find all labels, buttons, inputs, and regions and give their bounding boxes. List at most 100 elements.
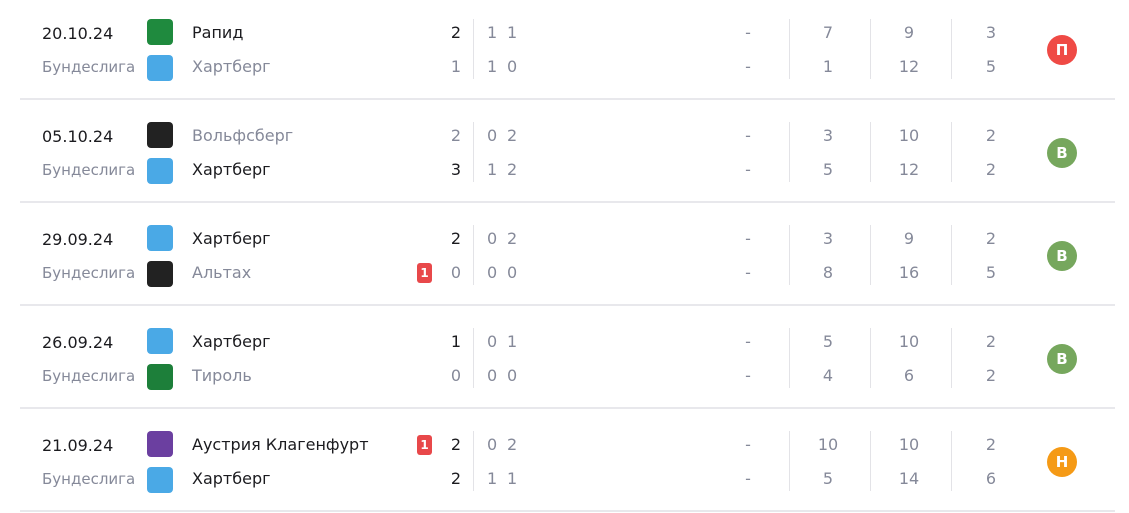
divider [473, 122, 474, 182]
stat-c1: - [745, 366, 751, 385]
divider [870, 328, 871, 388]
half2-score: 0 [507, 57, 518, 76]
result-badge: В [1047, 241, 1077, 271]
stat-c3: 9 [903, 23, 915, 42]
half2-score: 1 [507, 332, 518, 351]
stat-c3: 14 [898, 469, 920, 488]
divider [789, 225, 790, 285]
result-badge: П [1047, 35, 1077, 65]
half2-score: 1 [507, 23, 518, 42]
stat-c4: 6 [985, 469, 997, 488]
stat-c3: 12 [898, 160, 920, 179]
team-name[interactable]: Хартберг [192, 57, 271, 76]
divider [789, 431, 790, 491]
team-name[interactable]: Хартберг [192, 332, 271, 351]
divider [789, 122, 790, 182]
match-date: 05.10.24 [42, 127, 114, 146]
team-logo-icon [147, 467, 173, 493]
team-logo-icon [147, 431, 173, 457]
team-name[interactable]: Альтах [192, 263, 252, 282]
team-score: 1 [450, 57, 461, 76]
stat-c2: 5 [822, 332, 834, 351]
red-card-icon: 1 [417, 435, 432, 455]
match-row[interactable]: 21.09.24 Бундеслига Аустрия Клагенфурт 1 2… [20, 409, 1115, 512]
team-name[interactable]: Тироль [192, 366, 252, 385]
match-list: 20.10.24 Бундеслига Рапид 2 1 1 - 7 9 3 Хартб… [20, 0, 1115, 512]
stat-c1: - [745, 229, 751, 248]
team-name[interactable]: Рапид [192, 23, 244, 42]
stat-c3: 9 [903, 229, 915, 248]
half1-score: 0 [487, 263, 498, 282]
result-badge: Н [1047, 447, 1077, 477]
stat-c1: - [745, 126, 751, 145]
divider [473, 328, 474, 388]
team-score: 2 [450, 23, 461, 42]
result-badge: В [1047, 138, 1077, 168]
match-date: 20.10.24 [42, 24, 114, 43]
half2-score: 2 [507, 126, 518, 145]
team-name[interactable]: Хартберг [192, 469, 271, 488]
stat-c4: 5 [985, 263, 997, 282]
stat-c2: 10 [817, 435, 839, 454]
team-logo-icon [147, 55, 173, 81]
stat-c2: 8 [822, 263, 834, 282]
stat-c3: 10 [898, 332, 920, 351]
stat-c4: 2 [985, 332, 997, 351]
league-name[interactable]: Бундеслига [42, 470, 136, 488]
stat-c3: 10 [898, 126, 920, 145]
stat-c1: - [745, 23, 751, 42]
stat-c1: - [745, 469, 751, 488]
team-name[interactable]: Вольфсберг [192, 126, 294, 145]
stat-c2: 3 [822, 229, 834, 248]
team-score: 2 [450, 435, 461, 454]
team-score: 0 [450, 366, 461, 385]
league-name[interactable]: Бундеслига [42, 367, 136, 385]
stat-c4: 2 [985, 435, 997, 454]
match-row[interactable]: 05.10.24 Бундеслига Вольфсберг 2 0 2 - 3 10 2… [20, 100, 1115, 203]
half2-score: 2 [507, 435, 518, 454]
half2-score: 0 [507, 366, 518, 385]
stat-c2: 3 [822, 126, 834, 145]
stat-c4: 2 [985, 366, 997, 385]
divider [951, 19, 952, 79]
stat-c2: 7 [822, 23, 834, 42]
team-name[interactable]: Аустрия Клагенфурт [192, 435, 369, 454]
result-badge: В [1047, 344, 1077, 374]
divider [473, 19, 474, 79]
team-score: 2 [450, 229, 461, 248]
stat-c3: 12 [898, 57, 920, 76]
divider [473, 431, 474, 491]
match-row[interactable]: 20.10.24 Бундеслига Рапид 2 1 1 - 7 9 3 Хартб… [20, 0, 1115, 100]
league-name[interactable]: Бундеслига [42, 58, 136, 76]
match-row[interactable]: 29.09.24 Бундеслига Хартберг 2 0 2 - 3 9 2 Ал… [20, 203, 1115, 306]
half1-score: 0 [487, 332, 498, 351]
stat-c3: 6 [903, 366, 915, 385]
match-row[interactable]: 26.09.24 Бундеслига Хартберг 1 0 1 - 5 10 2 Т… [20, 306, 1115, 409]
match-date: 29.09.24 [42, 230, 114, 249]
divider [951, 225, 952, 285]
stat-c2: 5 [822, 469, 834, 488]
half2-score: 0 [507, 263, 518, 282]
stat-c2: 1 [822, 57, 834, 76]
half2-score: 2 [507, 229, 518, 248]
half1-score: 1 [487, 160, 498, 179]
match-date: 26.09.24 [42, 333, 114, 352]
team-score: 2 [450, 126, 461, 145]
team-score: 0 [450, 263, 461, 282]
match-date: 21.09.24 [42, 436, 114, 455]
divider [870, 19, 871, 79]
half1-score: 1 [487, 23, 498, 42]
team-name[interactable]: Хартберг [192, 229, 271, 248]
team-logo-icon [147, 158, 173, 184]
team-logo-icon [147, 261, 173, 287]
half1-score: 0 [487, 366, 498, 385]
stat-c1: - [745, 332, 751, 351]
stat-c3: 16 [898, 263, 920, 282]
half2-score: 1 [507, 469, 518, 488]
league-name[interactable]: Бундеслига [42, 161, 136, 179]
league-name[interactable]: Бундеслига [42, 264, 136, 282]
stat-c1: - [745, 160, 751, 179]
divider [870, 225, 871, 285]
team-score: 2 [450, 469, 461, 488]
team-name[interactable]: Хартберг [192, 160, 271, 179]
